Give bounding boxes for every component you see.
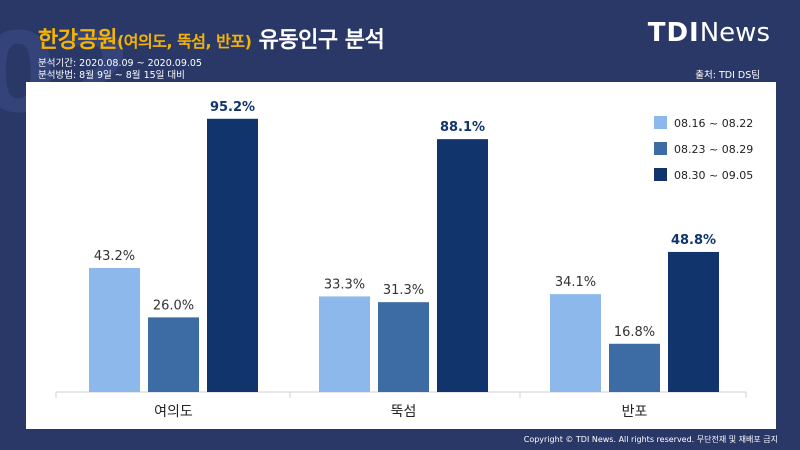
legend-label-3: 08.30 ~ 09.05 <box>674 169 753 182</box>
source-label: 출처: TDI DS팀 <box>695 70 760 81</box>
bar-1-3 <box>550 294 601 392</box>
category-label: 뚝섬 <box>391 404 417 420</box>
bar-1-1 <box>89 268 140 392</box>
data-label: 34.1% <box>555 275 596 290</box>
title-main: 한강공원 <box>38 28 117 53</box>
copyright: Copyright © TDI News. All rights reserve… <box>523 435 778 444</box>
data-label: 88.1% <box>440 120 485 135</box>
data-label: 33.3% <box>324 277 365 292</box>
logo: TDINews <box>648 18 770 48</box>
logo-news: News <box>699 18 770 48</box>
chart-panel: 43.2% 26.0% 95.2% 여의도 33.3% 31.3% 88.1% 뚝섬 34.1%… <box>26 82 776 429</box>
bar-1-2 <box>319 296 370 392</box>
data-label: 16.8% <box>614 325 655 340</box>
category-label: 여의도 <box>154 404 193 420</box>
bar-chart: 43.2% 26.0% 95.2% 여의도 33.3% 31.3% 88.1% 뚝섬 34.1%… <box>55 100 753 420</box>
bar-3-1 <box>207 118 258 392</box>
bar-3-2 <box>437 139 488 392</box>
bar-2-2 <box>378 302 429 392</box>
bar-2-1 <box>148 317 199 392</box>
page-title: 한강공원(여의도, 뚝섬, 반포) 유동인구 분석 <box>38 22 385 54</box>
legend-swatch-1 <box>654 116 667 129</box>
data-label: 31.3% <box>383 283 424 298</box>
category-label: 반포 <box>622 404 648 420</box>
bar-3-3 <box>668 251 719 392</box>
data-label: 48.8% <box>671 233 716 248</box>
legend-swatch-3 <box>654 168 667 181</box>
legend-swatch-2 <box>654 142 667 155</box>
data-label: 43.2% <box>94 249 135 264</box>
title-rest: 유동인구 분석 <box>251 28 385 53</box>
title-paren: (여의도, 뚝섬, 반포) <box>116 32 252 51</box>
bar-2-3 <box>609 343 660 392</box>
data-label: 26.0% <box>153 298 194 313</box>
data-label: 95.2% <box>210 100 255 115</box>
legend-label-1: 08.16 ~ 08.22 <box>674 117 753 130</box>
analysis-period: 분석기간: 2020.08.09 ~ 2020.09.05 <box>38 58 202 69</box>
logo-tdi: TDI <box>647 18 700 48</box>
analysis-method: 분석방법: 8월 9일 ~ 8월 15일 대비 <box>38 70 185 81</box>
legend-label-2: 08.23 ~ 08.29 <box>674 143 753 156</box>
